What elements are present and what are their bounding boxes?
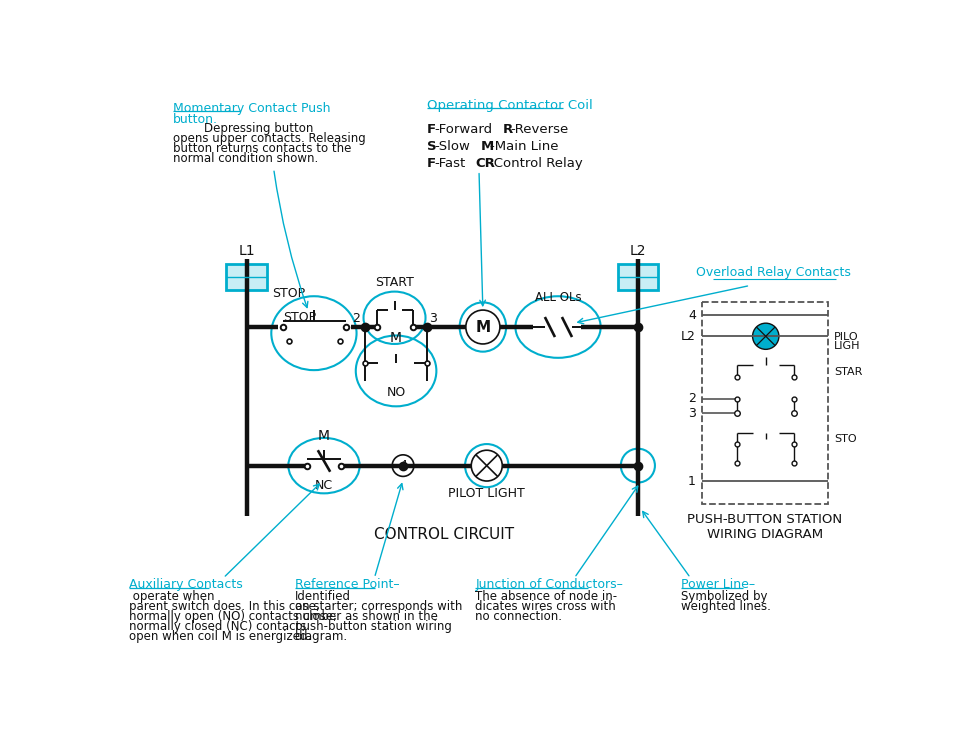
Text: weighted lines.: weighted lines. <box>680 600 770 612</box>
Text: STOP: STOP <box>272 287 306 300</box>
Text: START: START <box>375 275 414 289</box>
Text: opens upper contacts. Releasing: opens upper contacts. Releasing <box>172 132 366 145</box>
Text: L1: L1 <box>238 244 255 258</box>
FancyBboxPatch shape <box>617 264 658 290</box>
Text: 3: 3 <box>688 407 696 420</box>
Text: 2: 2 <box>688 392 696 405</box>
Text: parent switch does. In this case,: parent switch does. In this case, <box>128 600 319 612</box>
Text: STAR: STAR <box>834 367 862 378</box>
Text: dicates wires cross with: dicates wires cross with <box>475 600 615 612</box>
Text: on starter; corresponds with: on starter; corresponds with <box>295 600 462 612</box>
Text: normal condition shown.: normal condition shown. <box>172 152 318 165</box>
Text: M: M <box>480 140 494 153</box>
Text: diagram.: diagram. <box>295 629 348 643</box>
Text: R: R <box>502 123 513 136</box>
Text: Power Line–: Power Line– <box>680 578 755 591</box>
Text: PILOT LIGHT: PILOT LIGHT <box>449 487 525 500</box>
Text: M: M <box>475 319 490 335</box>
Text: Operating Contactor Coil: Operating Contactor Coil <box>427 99 593 112</box>
Text: button returns contacts to the: button returns contacts to the <box>172 142 351 155</box>
Text: F: F <box>427 157 436 170</box>
Text: LIGH: LIGH <box>834 341 860 351</box>
Text: 4: 4 <box>688 309 696 322</box>
Text: Auxiliary Contacts: Auxiliary Contacts <box>128 578 242 591</box>
Text: NO: NO <box>386 386 406 400</box>
Text: -Control Relay: -Control Relay <box>489 157 583 170</box>
Text: Overload Relay Contacts: Overload Relay Contacts <box>696 266 851 279</box>
Circle shape <box>753 323 779 350</box>
Text: CR: CR <box>475 157 495 170</box>
Text: -Fast: -Fast <box>435 157 466 170</box>
Text: Identified: Identified <box>295 590 351 603</box>
Text: Momentary Contact Push: Momentary Contact Push <box>172 102 330 115</box>
Text: -Reverse: -Reverse <box>510 123 568 136</box>
Text: M: M <box>318 428 330 442</box>
Text: -Slow: -Slow <box>435 140 470 153</box>
Text: S: S <box>427 140 437 153</box>
FancyBboxPatch shape <box>226 264 267 290</box>
Text: 2: 2 <box>352 313 360 325</box>
Text: STOP: STOP <box>282 311 316 325</box>
Text: normally open (NO) contacts close;: normally open (NO) contacts close; <box>128 609 337 623</box>
Text: push-button station wiring: push-button station wiring <box>295 620 452 633</box>
Text: button.: button. <box>172 113 218 126</box>
Text: F: F <box>427 123 436 136</box>
Text: L2: L2 <box>681 330 696 343</box>
Text: NC: NC <box>315 479 333 492</box>
Text: 3: 3 <box>429 313 437 325</box>
Text: no connection.: no connection. <box>475 609 563 623</box>
Text: -Main Line: -Main Line <box>490 140 559 153</box>
Text: M: M <box>390 330 402 344</box>
Text: The absence of node in-: The absence of node in- <box>475 590 617 603</box>
Text: ALL OLs: ALL OLs <box>535 291 581 304</box>
Text: PILO: PILO <box>834 332 858 342</box>
Text: Junction of Conductors–: Junction of Conductors– <box>475 578 623 591</box>
Text: CONTROL CIRCUIT: CONTROL CIRCUIT <box>374 527 514 542</box>
Text: Depressing button: Depressing button <box>204 122 314 135</box>
Text: -Forward: -Forward <box>435 123 493 136</box>
Text: number as shown in the: number as shown in the <box>295 609 437 623</box>
Text: 1: 1 <box>688 475 696 487</box>
Text: operate when: operate when <box>128 590 215 603</box>
Text: Reference Point–: Reference Point– <box>295 578 399 591</box>
Text: Symbolized by: Symbolized by <box>680 590 767 603</box>
Text: open when coil M is energized.: open when coil M is energized. <box>128 629 311 643</box>
Text: STO: STO <box>834 434 857 445</box>
Text: 4: 4 <box>399 459 407 472</box>
Text: PUSH-BUTTON STATION
WIRING DIAGRAM: PUSH-BUTTON STATION WIRING DIAGRAM <box>687 514 843 542</box>
Text: normally closed (NC) contacts: normally closed (NC) contacts <box>128 620 306 633</box>
Text: L2: L2 <box>629 244 646 258</box>
